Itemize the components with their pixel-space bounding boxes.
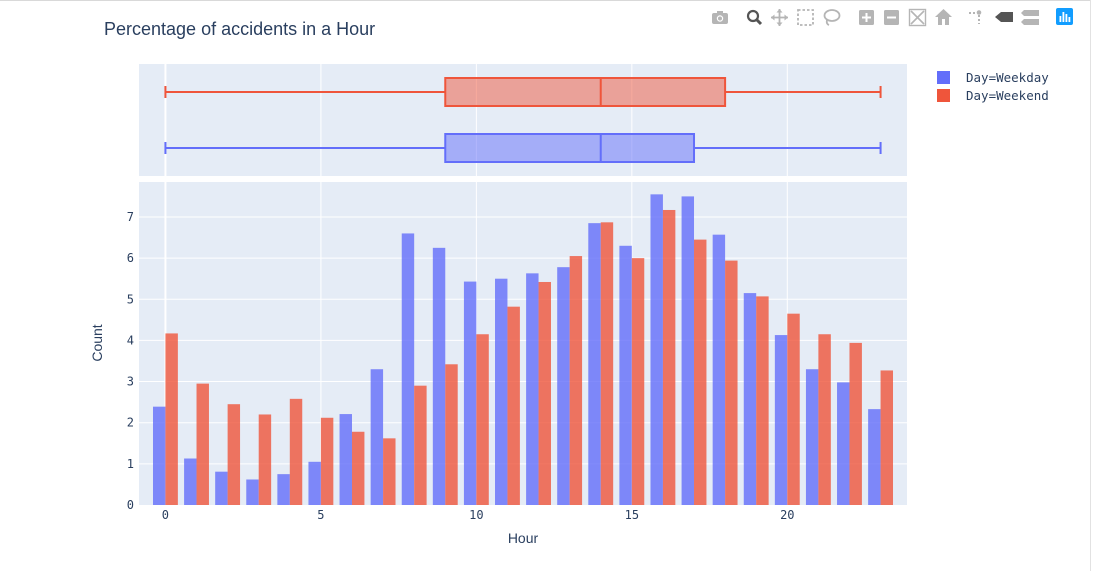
bar-weekday[interactable]	[557, 267, 570, 505]
y-tick-label: 0	[127, 498, 134, 512]
bar-weekend[interactable]	[631, 258, 645, 505]
autoscale-icon[interactable]	[908, 8, 927, 27]
bar-weekday[interactable]	[184, 458, 197, 505]
bar-weekday[interactable]	[246, 479, 259, 505]
x-tick-labels: 0 5 10 15 20	[162, 508, 795, 522]
hover-compare-icon[interactable]	[1021, 10, 1039, 25]
legend-item-weekend[interactable]: Day=Weekend	[937, 88, 1049, 103]
bar-weekend[interactable]	[569, 256, 583, 505]
bar-weekday[interactable]	[712, 234, 726, 505]
bar-weekday[interactable]	[432, 247, 446, 505]
x-tick-label: 10	[469, 508, 483, 522]
window-top-border	[0, 0, 1090, 1]
bar-weekend[interactable]	[196, 383, 209, 505]
bar-weekend[interactable]	[445, 364, 458, 505]
box-plots	[164, 77, 882, 163]
plotly-logo-icon[interactable]	[1056, 8, 1073, 25]
bar-weekend[interactable]	[880, 370, 894, 505]
bar-weekday[interactable]	[837, 382, 850, 505]
bar-weekday[interactable]	[868, 409, 881, 505]
bar-weekday[interactable]	[743, 293, 757, 505]
x-tick-label: 20	[780, 508, 794, 522]
legend[interactable]: Day=Weekday Day=Weekend	[937, 70, 1049, 103]
y-tick-labels: 0 1 2 3 4 5 6 7	[127, 210, 134, 512]
bar-weekend[interactable]	[818, 334, 831, 505]
reset-axes-icon[interactable]	[935, 9, 952, 25]
legend-label-weekend: Day=Weekend	[966, 88, 1049, 103]
bar-weekday[interactable]	[588, 223, 601, 506]
zoom-in-icon[interactable]	[859, 10, 874, 25]
bar-weekday[interactable]	[152, 406, 166, 505]
bar-weekend[interactable]	[289, 398, 303, 505]
bar-weekend[interactable]	[414, 385, 427, 505]
bar-weekday[interactable]	[681, 196, 695, 505]
bar-weekday[interactable]	[805, 369, 819, 505]
bars	[152, 194, 894, 506]
box-weekend[interactable]	[164, 77, 882, 107]
bar-weekend[interactable]	[351, 431, 365, 505]
bar-weekend[interactable]	[756, 296, 769, 505]
bar-weekend[interactable]	[165, 333, 178, 505]
bar-weekday[interactable]	[339, 414, 352, 505]
bar-weekend[interactable]	[600, 222, 614, 506]
legend-label-weekday: Day=Weekday	[966, 70, 1049, 85]
zoom-out-icon[interactable]	[884, 10, 899, 25]
bar-weekday[interactable]	[463, 281, 477, 505]
bar-weekend[interactable]	[538, 281, 551, 505]
bar-weekday[interactable]	[277, 474, 290, 505]
y-tick-label: 1	[127, 457, 134, 471]
bar-weekend[interactable]	[662, 209, 676, 505]
y-tick-label: 6	[127, 251, 134, 265]
bar-weekend[interactable]	[694, 239, 707, 505]
hover-closest-icon[interactable]	[995, 12, 1013, 22]
bar-weekend[interactable]	[849, 342, 862, 505]
bar-weekday[interactable]	[308, 461, 321, 505]
lasso-select-icon[interactable]	[823, 9, 841, 26]
chart-title: Percentage of accidents in a Hour	[104, 19, 375, 39]
bar-weekday[interactable]	[401, 233, 415, 506]
spike-lines-icon[interactable]	[969, 10, 982, 24]
x-axis-label: Hour	[508, 530, 539, 546]
y-axis-label: Count	[89, 324, 105, 361]
window-right-border	[1090, 0, 1091, 571]
y-tick-label: 4	[127, 333, 134, 347]
bar-weekend[interactable]	[787, 313, 800, 505]
bar-weekend[interactable]	[383, 438, 396, 505]
y-tick-label: 3	[127, 375, 134, 389]
bar-weekday[interactable]	[774, 335, 788, 505]
x-tick-label: 0	[162, 508, 169, 522]
pan-icon[interactable]	[771, 9, 788, 26]
bar-weekday[interactable]	[526, 273, 539, 505]
camera-icon[interactable]	[712, 11, 728, 24]
x-tick-label: 5	[317, 508, 324, 522]
bar-weekday[interactable]	[215, 471, 228, 505]
bar-weekend[interactable]	[507, 306, 520, 505]
legend-swatch-weekend	[937, 89, 950, 102]
box-weekday[interactable]	[164, 133, 882, 163]
y-tick-label: 5	[127, 292, 134, 306]
bar-weekend[interactable]	[227, 404, 241, 505]
zoom-icon[interactable]	[746, 9, 763, 26]
bar-weekend[interactable]	[258, 414, 272, 505]
bar-weekday[interactable]	[370, 369, 384, 505]
x-tick-label: 15	[625, 508, 639, 522]
legend-swatch-weekday	[937, 71, 950, 84]
modebar-toolbar	[712, 8, 1073, 27]
bar-weekday[interactable]	[495, 278, 508, 505]
box-select-icon[interactable]	[797, 9, 814, 26]
y-tick-label: 7	[127, 210, 134, 224]
bar-weekend[interactable]	[725, 260, 738, 505]
legend-item-weekday[interactable]: Day=Weekday	[937, 70, 1049, 85]
bar-weekday[interactable]	[650, 194, 663, 506]
bar-weekday[interactable]	[619, 245, 632, 505]
bar-weekend[interactable]	[476, 334, 489, 505]
bar-weekend[interactable]	[320, 417, 334, 505]
y-tick-label: 2	[127, 416, 134, 430]
